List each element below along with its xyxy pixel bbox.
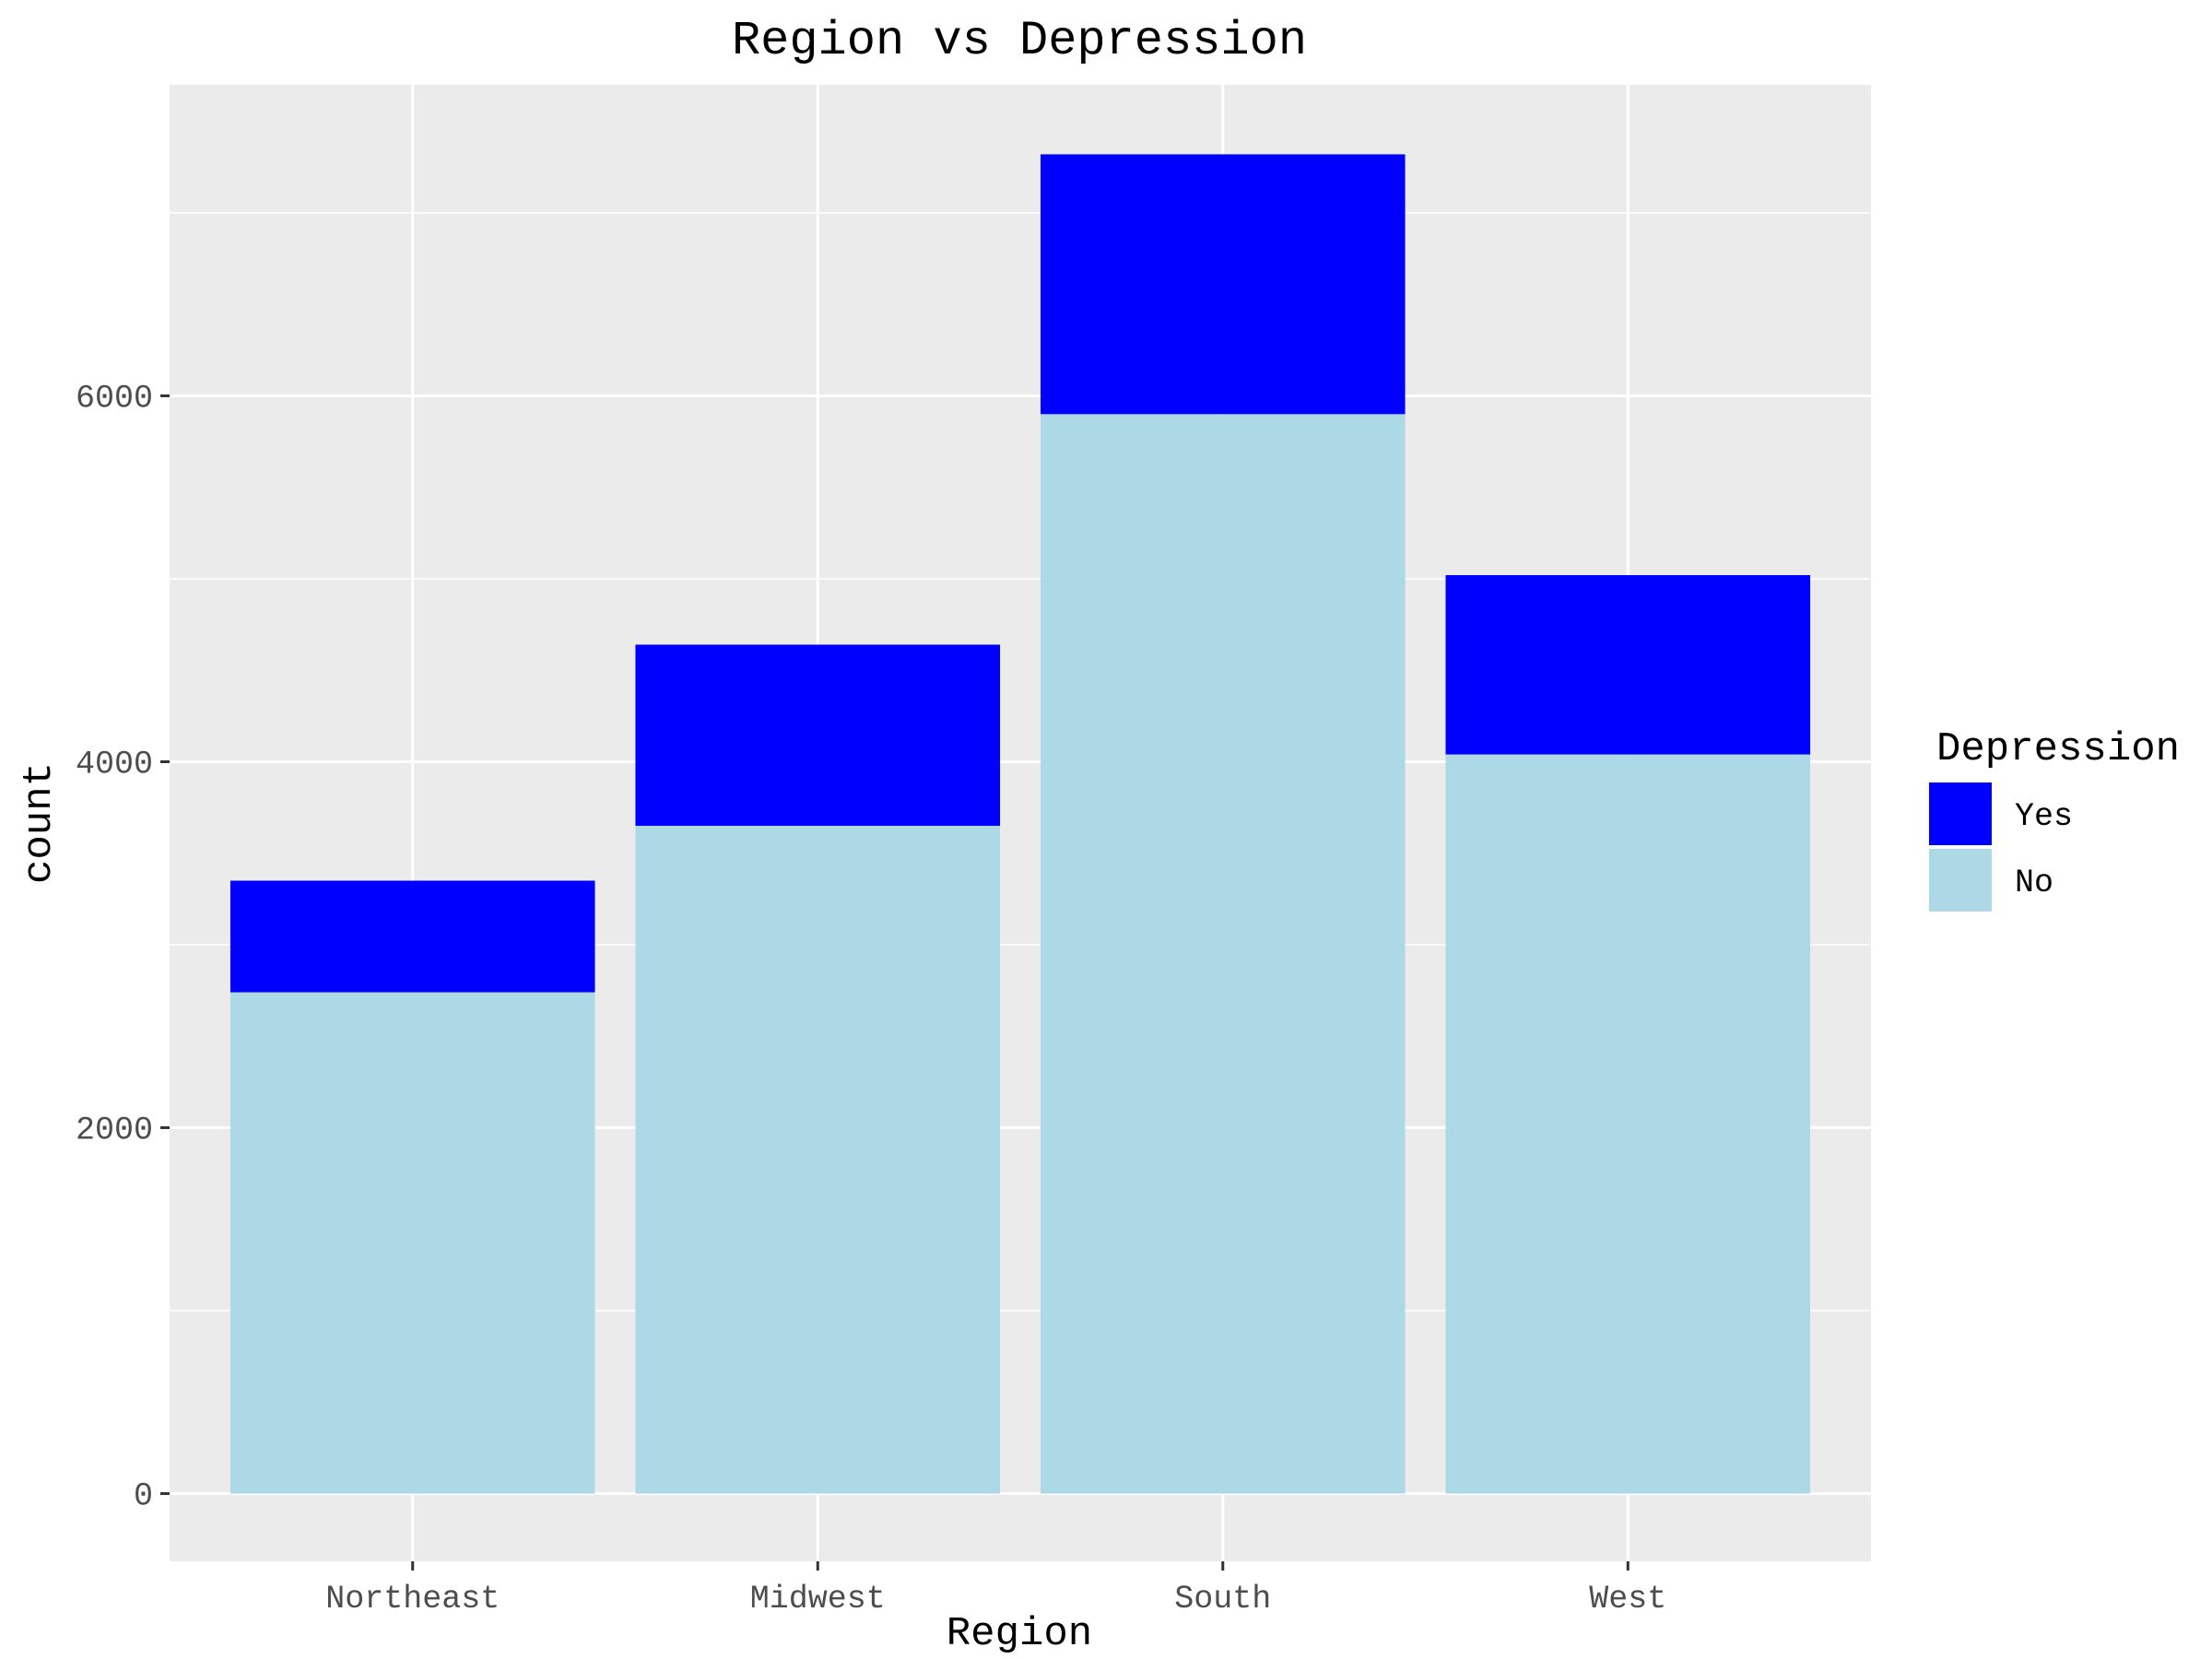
legend-title: Depression [1936,726,2180,772]
bar-no-south [1040,414,1406,1494]
bar-no-west [1445,754,1811,1494]
legend-label-yes: Yes [2015,798,2073,835]
chart-title: Region vs Depression [732,14,1307,68]
bar-yes-northeast [229,880,595,993]
legend: Depression Yes No [1927,726,2180,913]
y-axis-title: count [17,762,63,884]
x-tick-label: West [1589,1581,1666,1618]
x-axis: Northeast Midwest South West [325,1561,1666,1618]
legend-label-no: No [2015,865,2053,901]
y-axis: 0 2000 4000 6000 [76,380,170,1515]
bar-yes-midwest [635,644,1001,826]
y-tick-label: 0 [134,1478,153,1515]
x-axis-title: Region [947,1611,1092,1657]
bar-yes-west [1445,575,1811,755]
y-tick-label: 6000 [76,380,153,417]
bar-yes-south [1040,154,1406,415]
bar-no-northeast [229,992,595,1494]
x-tick-label: Midwest [750,1581,886,1618]
legend-key-yes [1927,781,1994,847]
x-tick-label: South [1174,1581,1271,1618]
y-tick-label: 2000 [76,1112,153,1149]
x-tick-label: Northeast [325,1581,500,1618]
y-tick-label: 4000 [76,746,153,782]
bars [229,154,1811,1494]
bar-no-midwest [635,825,1001,1494]
legend-key-no [1927,847,1994,913]
